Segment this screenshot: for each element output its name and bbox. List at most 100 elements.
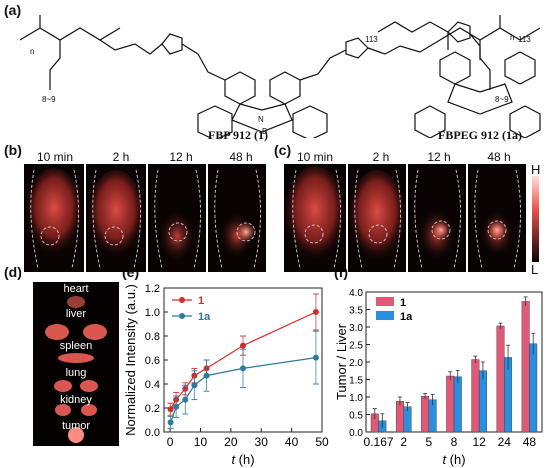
y-tick-label-f: 1.0 — [349, 393, 363, 404]
data-point-1a — [203, 372, 210, 379]
x-tick-label-e: 0 — [167, 435, 174, 449]
time-label-b-3: 12 h — [169, 150, 193, 164]
x-axis-label-f: t (h) — [442, 452, 465, 467]
x-tick-label-e: 50 — [315, 435, 329, 449]
bar-1a — [529, 343, 538, 433]
data-point-1a — [182, 396, 189, 403]
data-point-1a — [173, 403, 180, 410]
image-row-c — [284, 164, 526, 272]
bar-1 — [471, 359, 480, 433]
x-tick-label-f: 2 — [400, 435, 407, 449]
x-tick-label-f: 5 — [426, 435, 433, 449]
organ-label-kidney: kidney — [60, 394, 92, 406]
legend-swatch-1 — [376, 297, 394, 306]
image-row-b — [24, 164, 266, 272]
y-axis-label-f: Tumor / Liver — [336, 323, 349, 400]
time-label-c-4: 48 h — [487, 150, 511, 164]
data-point-1a — [312, 354, 319, 361]
panel-label-b: (b) — [4, 142, 22, 158]
atom-label-f2: F — [270, 137, 275, 138]
chemical-structures: n 113 8~9 8~9 n 113 113 N B F F — [19, 15, 541, 138]
x-tick-label-f: 24 — [498, 435, 512, 449]
data-point-1a — [240, 365, 246, 372]
time-label-c-2: 2 h — [372, 150, 390, 164]
x-tick-label-f: 12 — [472, 435, 486, 449]
y-tick-label-f: 0.5 — [349, 411, 363, 422]
atom-label-b: B — [262, 127, 267, 136]
bar-1a — [453, 376, 462, 433]
y-tick-label-f: 2.5 — [349, 341, 363, 352]
compound-name-fbp912: FBP 912 (1) — [208, 128, 268, 142]
legend-label-1a: 1a — [198, 311, 211, 323]
x-tick-label-e: 20 — [224, 435, 238, 449]
bar-1 — [521, 301, 530, 433]
x-tick-label-f: 48 — [523, 435, 537, 449]
y-tick-label-e: 0.4 — [145, 379, 160, 391]
legend-label-1: 1 — [400, 297, 406, 309]
time-label-b-2: 2 h — [112, 150, 130, 164]
organ-label-heart: heart — [63, 283, 89, 295]
data-point-1 — [240, 342, 246, 349]
y-tick-label-f: 4.0 — [349, 288, 363, 299]
x-tick-label-f: 8 — [451, 435, 458, 449]
time-label-c-1: 10 min — [296, 150, 334, 164]
panel-label-d: (d) — [4, 264, 22, 280]
time-label-b-4: 48 h — [229, 150, 253, 164]
atom-label-f1: F — [252, 137, 257, 138]
time-label-b-1: 10 min — [36, 150, 74, 164]
legend-label-1: 1 — [198, 295, 204, 307]
subscript-89-2: 8~9 — [495, 95, 509, 104]
intensity-scale-bar — [532, 176, 539, 262]
legend-marker-1a — [179, 313, 185, 319]
legend-label-1a: 1a — [400, 311, 413, 323]
x-tick-label-f: 0.167 — [364, 435, 394, 449]
subscript-113-2: 113 — [518, 35, 531, 44]
bar-1 — [395, 400, 404, 433]
subscript-n-1: n — [30, 47, 34, 56]
y-tick-label-e: 0.6 — [145, 355, 160, 367]
organ-label-tumor: tumor — [61, 420, 91, 432]
compound-name-fbpeg912: FBPEG 912 (1a) — [438, 128, 522, 142]
data-point-1a — [191, 382, 198, 389]
fluorescence-images — [24, 164, 539, 272]
y-axis-label-e: Normalized Intensity (a.u.) — [123, 284, 138, 436]
y-tick-label-e: 0.2 — [145, 403, 160, 415]
x-tick-label-e: 30 — [255, 435, 269, 449]
organ-label-lung: lung — [65, 367, 87, 379]
y-tick-label-e: 0.0 — [145, 427, 160, 439]
panel-label-a: (a) — [4, 2, 22, 18]
x-tick-label-e: 40 — [285, 435, 299, 449]
subscript-89-1: 8~9 — [42, 95, 56, 104]
y-tick-label-e: 1.0 — [145, 307, 160, 319]
x-tick-label-e: 10 — [194, 435, 208, 449]
bar-1 — [496, 325, 505, 433]
data-point-1a — [167, 419, 174, 426]
subscript-n-3: n — [510, 33, 514, 42]
atom-label-n: N — [258, 115, 264, 124]
scale-label-high: H — [531, 162, 541, 177]
y-tick-label-f: 1.5 — [349, 376, 363, 387]
y-tick-label-f: 3.0 — [349, 323, 363, 334]
legend-marker-1 — [179, 297, 185, 303]
x-axis-label-e: t (h) — [231, 452, 254, 467]
intensity-line-chart: 0.0 0.2 0.4 0.6 0.8 1.0 1.2 0 10 20 30 40 50 t (h) Nor… — [123, 283, 329, 467]
data-point-1 — [312, 309, 319, 315]
organ-label-spleen: spleen — [59, 340, 93, 352]
y-tick-label-e: 1.2 — [145, 283, 160, 295]
subscript-113-1: 113 — [365, 35, 378, 44]
organ-image: heart liver spleen lung kidney tumor — [33, 282, 119, 446]
y-tick-label-f: 2.0 — [349, 358, 363, 369]
scale-label-low: L — [531, 262, 539, 277]
y-tick-label-f: 0.0 — [349, 428, 363, 439]
y-tick-label-f: 3.5 — [349, 306, 363, 317]
tumor-liver-bar-chart: 0.0 0.5 1.0 1.5 2.0 2.5 3.0 3.5 4.0 0.167 2 5 8 12 24 4… — [336, 288, 543, 467]
y-tick-label-e: 0.8 — [145, 331, 160, 343]
bar-1 — [446, 375, 455, 433]
legend-swatch-1a — [376, 311, 394, 320]
time-label-c-3: 12 h — [427, 150, 451, 164]
bar-1 — [421, 396, 430, 433]
organ-label-liver: liver — [65, 308, 87, 320]
data-point-1 — [167, 406, 174, 413]
panel-label-c: (c) — [274, 142, 292, 158]
bar-1a — [478, 370, 487, 433]
